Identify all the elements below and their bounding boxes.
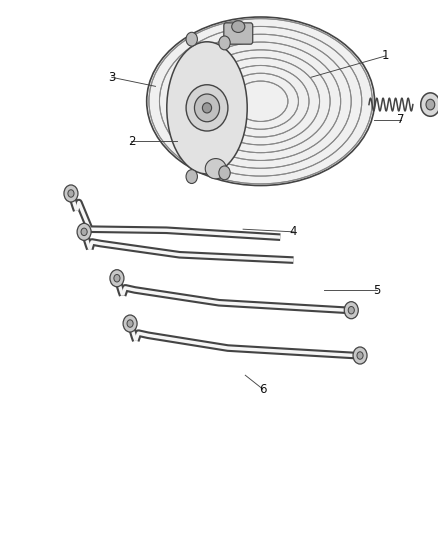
Circle shape <box>81 228 87 236</box>
Circle shape <box>219 36 230 50</box>
Ellipse shape <box>147 17 374 185</box>
Ellipse shape <box>205 158 226 179</box>
Text: 2: 2 <box>127 135 135 148</box>
Text: 4: 4 <box>290 225 297 238</box>
Circle shape <box>64 185 78 202</box>
Circle shape <box>357 352 363 359</box>
Ellipse shape <box>167 42 247 174</box>
Circle shape <box>123 315 137 332</box>
Circle shape <box>77 223 91 240</box>
Circle shape <box>344 302 358 319</box>
Circle shape <box>426 99 435 110</box>
Text: 7: 7 <box>397 114 405 126</box>
Circle shape <box>353 347 367 364</box>
Text: 6: 6 <box>259 383 267 395</box>
Ellipse shape <box>202 103 212 113</box>
Circle shape <box>114 274 120 282</box>
FancyBboxPatch shape <box>224 23 253 44</box>
Text: 1: 1 <box>381 50 389 62</box>
Text: 5: 5 <box>373 284 380 297</box>
Circle shape <box>186 169 198 183</box>
Text: 3: 3 <box>108 71 115 84</box>
Circle shape <box>219 166 230 180</box>
Circle shape <box>110 270 124 287</box>
Ellipse shape <box>232 21 245 33</box>
Circle shape <box>348 306 354 314</box>
Ellipse shape <box>186 85 228 131</box>
Circle shape <box>68 190 74 197</box>
Circle shape <box>421 93 438 116</box>
Circle shape <box>186 33 198 46</box>
Ellipse shape <box>194 94 219 122</box>
Circle shape <box>127 320 133 327</box>
